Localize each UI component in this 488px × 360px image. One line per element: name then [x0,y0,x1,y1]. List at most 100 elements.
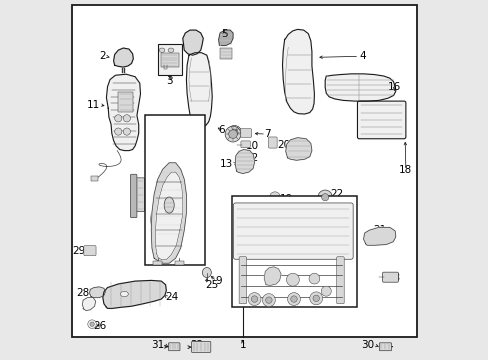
Polygon shape [218,30,233,45]
Circle shape [88,320,96,328]
Text: 6: 6 [218,125,225,135]
Text: 4: 4 [359,51,365,61]
Text: 2: 2 [99,51,105,61]
Polygon shape [151,163,186,263]
Circle shape [115,115,122,122]
Circle shape [312,295,319,302]
Text: 21: 21 [373,225,386,235]
Text: 13: 13 [219,159,233,169]
Polygon shape [363,227,395,245]
Text: 32: 32 [190,340,203,350]
Polygon shape [89,287,105,298]
Circle shape [230,129,238,136]
Text: 3: 3 [166,76,173,86]
Bar [161,53,178,67]
FancyBboxPatch shape [83,246,96,256]
Ellipse shape [202,267,211,278]
Bar [220,48,231,59]
Polygon shape [186,53,212,127]
Text: 17: 17 [293,149,306,159]
Text: 14: 14 [144,179,158,189]
Text: 31: 31 [151,340,164,350]
Polygon shape [106,74,140,150]
Text: 24: 24 [164,292,178,302]
Text: 23: 23 [386,273,400,283]
Text: 26: 26 [94,321,107,331]
Bar [91,176,98,181]
Circle shape [123,115,130,122]
Ellipse shape [164,197,174,213]
Text: 15: 15 [161,215,174,225]
FancyBboxPatch shape [130,174,137,218]
Ellipse shape [120,291,128,297]
FancyBboxPatch shape [233,203,352,259]
Text: 28: 28 [76,288,89,298]
Text: 8: 8 [226,130,233,139]
FancyBboxPatch shape [379,343,391,351]
Text: 27: 27 [81,301,94,311]
Ellipse shape [159,48,164,52]
Polygon shape [82,298,96,311]
FancyBboxPatch shape [239,257,246,304]
FancyBboxPatch shape [240,129,251,137]
Circle shape [321,286,330,296]
Circle shape [308,273,319,284]
Circle shape [115,128,122,135]
Polygon shape [113,48,133,67]
Polygon shape [264,267,281,285]
Circle shape [269,192,280,203]
Text: 22: 22 [329,189,343,199]
Polygon shape [325,74,395,101]
Polygon shape [102,280,166,309]
Bar [158,44,182,75]
FancyBboxPatch shape [241,141,250,148]
Circle shape [228,130,237,138]
Circle shape [224,126,241,142]
Circle shape [123,128,130,135]
Circle shape [290,296,297,302]
Circle shape [247,293,261,306]
Bar [153,261,162,265]
Circle shape [321,194,328,201]
Polygon shape [155,172,183,260]
Circle shape [265,297,271,303]
Text: 7: 7 [264,129,270,139]
Polygon shape [235,149,254,174]
Circle shape [262,294,275,307]
FancyBboxPatch shape [191,341,210,352]
Polygon shape [285,138,311,160]
Circle shape [90,322,94,326]
Circle shape [317,190,332,204]
FancyBboxPatch shape [268,137,277,148]
FancyBboxPatch shape [382,272,398,282]
Circle shape [309,292,322,305]
Circle shape [251,296,257,302]
Text: 10: 10 [245,141,258,151]
Text: 11: 11 [86,100,100,110]
FancyBboxPatch shape [168,343,180,351]
Text: 12: 12 [245,153,258,163]
Text: 29: 29 [73,246,86,256]
Text: 5: 5 [220,29,227,39]
Polygon shape [150,212,159,230]
FancyBboxPatch shape [136,178,144,212]
Ellipse shape [168,48,174,52]
Circle shape [227,126,241,140]
Bar [144,116,204,265]
Text: 9: 9 [215,276,222,286]
Circle shape [286,273,299,286]
Text: 19: 19 [279,194,292,204]
FancyBboxPatch shape [357,101,405,139]
Polygon shape [282,30,314,114]
Text: 18: 18 [398,165,412,175]
Bar [231,196,356,307]
FancyBboxPatch shape [336,257,344,304]
Text: 1: 1 [239,340,245,350]
Circle shape [287,293,300,306]
Polygon shape [183,30,203,55]
Text: 30: 30 [361,340,373,350]
Text: 16: 16 [387,82,400,93]
Bar [118,92,133,112]
Text: 20: 20 [276,140,289,150]
Bar [175,261,183,265]
